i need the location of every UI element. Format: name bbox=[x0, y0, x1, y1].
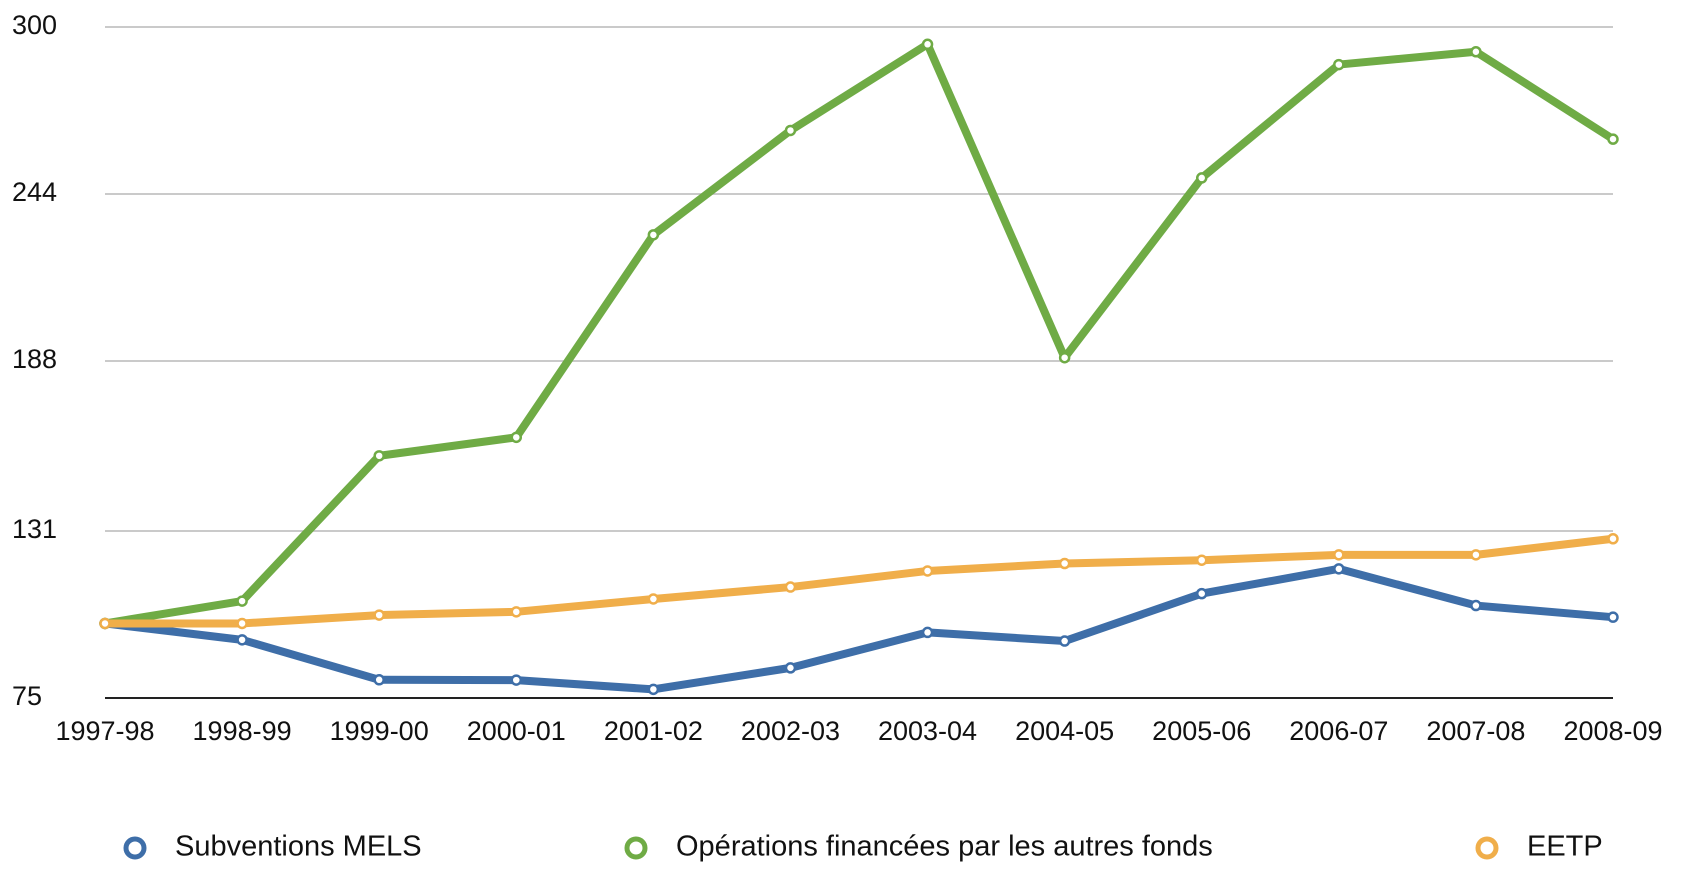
legend-marker bbox=[1475, 836, 1499, 860]
x-tick-label: 1998-99 bbox=[193, 716, 292, 746]
x-tick-label: 2008-09 bbox=[1563, 716, 1662, 746]
point bbox=[784, 124, 797, 137]
point bbox=[1470, 599, 1482, 612]
point bbox=[647, 229, 660, 241]
point bbox=[1470, 46, 1482, 58]
point bbox=[921, 626, 934, 639]
legend-marker bbox=[624, 836, 648, 860]
y-tick-label: 300 bbox=[12, 10, 57, 40]
y-tick-label: 244 bbox=[12, 177, 57, 207]
point bbox=[510, 431, 523, 444]
point bbox=[647, 683, 660, 696]
point bbox=[99, 617, 111, 630]
point bbox=[1607, 133, 1619, 145]
x-tick-label: 1999-00 bbox=[330, 716, 429, 746]
point bbox=[1333, 58, 1345, 71]
y-tick-label: 188 bbox=[12, 344, 57, 374]
legend-label: Subventions MELS bbox=[175, 831, 422, 863]
point bbox=[784, 581, 797, 593]
point bbox=[1195, 587, 1208, 600]
point bbox=[1333, 549, 1345, 561]
x-tick-label: 2003-04 bbox=[878, 716, 977, 746]
point bbox=[647, 593, 660, 605]
y-tick-label: 75 bbox=[12, 681, 42, 711]
point bbox=[1195, 172, 1208, 184]
series-line bbox=[101, 534, 1617, 628]
x-tick-label: 2001-02 bbox=[604, 716, 703, 746]
point bbox=[1058, 635, 1071, 647]
x-tick-label: 2002-03 bbox=[741, 716, 840, 746]
point bbox=[1058, 557, 1071, 570]
point bbox=[1333, 563, 1345, 575]
point bbox=[1607, 611, 1619, 623]
point bbox=[1058, 351, 1071, 364]
x-tick-label: 2000-01 bbox=[467, 716, 566, 746]
point bbox=[784, 662, 797, 674]
point bbox=[236, 595, 248, 607]
point bbox=[1470, 549, 1482, 561]
point bbox=[373, 450, 385, 462]
point bbox=[1195, 554, 1208, 566]
point bbox=[510, 674, 523, 686]
x-tick-label: 2004-05 bbox=[1015, 716, 1114, 746]
point bbox=[236, 617, 248, 630]
x-tick-label: 2007-08 bbox=[1426, 716, 1525, 746]
point bbox=[236, 634, 248, 646]
series-line bbox=[101, 564, 1617, 694]
point bbox=[510, 606, 523, 618]
legend-marker bbox=[123, 836, 147, 860]
point bbox=[921, 565, 934, 577]
y-tick-label: 131 bbox=[12, 514, 57, 544]
point bbox=[373, 674, 385, 686]
legend-label: Opérations financées par les autres fond… bbox=[676, 831, 1213, 863]
x-tick-label: 2005-06 bbox=[1152, 716, 1251, 746]
series-line bbox=[101, 40, 1617, 628]
point bbox=[921, 38, 934, 51]
point bbox=[1607, 532, 1619, 545]
legend-label: EETP bbox=[1527, 831, 1603, 863]
x-tick-label: 1997-98 bbox=[55, 716, 154, 746]
point bbox=[373, 609, 385, 621]
x-tick-label: 2006-07 bbox=[1289, 716, 1388, 746]
